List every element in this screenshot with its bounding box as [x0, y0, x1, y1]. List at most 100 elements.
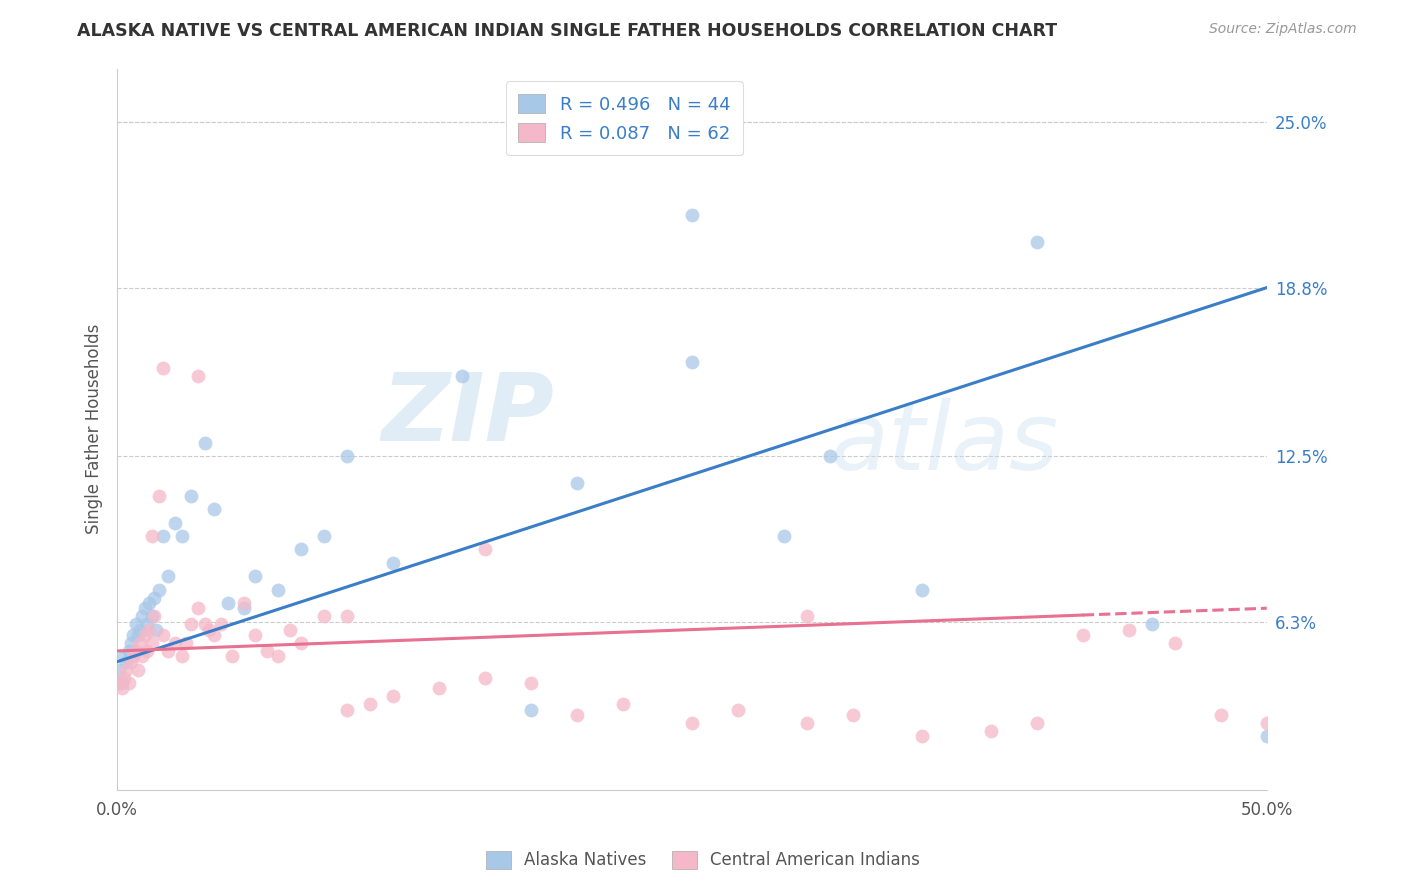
Point — [1118, 623, 1140, 637]
Point — [336, 449, 359, 463]
Point — [163, 516, 186, 530]
Point — [565, 475, 588, 490]
Point — [111, 676, 134, 690]
Point — [382, 556, 405, 570]
Point — [118, 676, 141, 690]
Point — [124, 617, 146, 632]
Point — [138, 623, 160, 637]
Point — [122, 649, 145, 664]
Point — [1256, 730, 1278, 744]
Point — [122, 628, 145, 642]
Point — [267, 582, 290, 597]
Point — [202, 628, 225, 642]
Point — [911, 582, 934, 597]
Point — [143, 609, 166, 624]
Point — [911, 730, 934, 744]
Point — [124, 644, 146, 658]
Point — [243, 628, 266, 642]
Point — [156, 569, 179, 583]
Point — [120, 636, 142, 650]
Point — [842, 708, 865, 723]
Point — [108, 663, 131, 677]
Point — [108, 676, 131, 690]
Point — [727, 703, 749, 717]
Point — [474, 542, 496, 557]
Point — [336, 703, 359, 717]
Point — [152, 529, 174, 543]
Point — [193, 617, 215, 632]
Point — [1209, 708, 1232, 723]
Legend: R = 0.496   N = 44, R = 0.087   N = 62: R = 0.496 N = 44, R = 0.087 N = 62 — [506, 81, 742, 155]
Point — [156, 644, 179, 658]
Point — [359, 698, 381, 712]
Point — [174, 636, 197, 650]
Point — [243, 569, 266, 583]
Point — [115, 655, 138, 669]
Point — [773, 529, 796, 543]
Point — [382, 690, 405, 704]
Point — [170, 649, 193, 664]
Point — [141, 636, 163, 650]
Text: Source: ZipAtlas.com: Source: ZipAtlas.com — [1209, 22, 1357, 37]
Point — [131, 609, 153, 624]
Point — [612, 698, 634, 712]
Point — [120, 655, 142, 669]
Point — [232, 601, 254, 615]
Point — [1256, 716, 1278, 731]
Point — [141, 609, 163, 624]
Point — [202, 502, 225, 516]
Point — [217, 596, 239, 610]
Point — [118, 644, 141, 658]
Point — [198, 623, 221, 637]
Point — [136, 644, 159, 658]
Point — [145, 623, 167, 637]
Text: ALASKA NATIVE VS CENTRAL AMERICAN INDIAN SINGLE FATHER HOUSEHOLDS CORRELATION CH: ALASKA NATIVE VS CENTRAL AMERICAN INDIAN… — [77, 22, 1057, 40]
Point — [134, 601, 156, 615]
Point — [681, 355, 703, 369]
Point — [180, 489, 202, 503]
Point — [565, 708, 588, 723]
Point — [267, 649, 290, 664]
Point — [796, 716, 818, 731]
Point — [314, 529, 336, 543]
Legend: Alaska Natives, Central American Indians: Alaska Natives, Central American Indians — [477, 840, 929, 880]
Point — [138, 596, 160, 610]
Point — [136, 617, 159, 632]
Point — [232, 596, 254, 610]
Point — [520, 703, 543, 717]
Point — [187, 368, 209, 383]
Point — [152, 628, 174, 642]
Point — [163, 636, 186, 650]
Point — [111, 681, 134, 696]
Text: ZIP: ZIP — [381, 368, 554, 461]
Point — [141, 529, 163, 543]
Point — [112, 649, 135, 664]
Point — [143, 591, 166, 605]
Point — [290, 636, 312, 650]
Point — [1140, 617, 1163, 632]
Point — [148, 489, 170, 503]
Point — [1164, 636, 1187, 650]
Point — [451, 368, 474, 383]
Point — [427, 681, 450, 696]
Point — [1025, 716, 1047, 731]
Point — [180, 617, 202, 632]
Text: atlas: atlas — [830, 398, 1059, 489]
Point — [187, 601, 209, 615]
Point — [148, 582, 170, 597]
Point — [129, 623, 152, 637]
Point — [127, 663, 149, 677]
Point — [221, 649, 243, 664]
Point — [115, 663, 138, 677]
Point — [980, 724, 1002, 739]
Point — [520, 676, 543, 690]
Point — [152, 360, 174, 375]
Point — [681, 716, 703, 731]
Point — [818, 449, 841, 463]
Point — [1025, 235, 1047, 250]
Point — [290, 542, 312, 557]
Point — [193, 435, 215, 450]
Point — [336, 609, 359, 624]
Point — [129, 636, 152, 650]
Point — [209, 617, 232, 632]
